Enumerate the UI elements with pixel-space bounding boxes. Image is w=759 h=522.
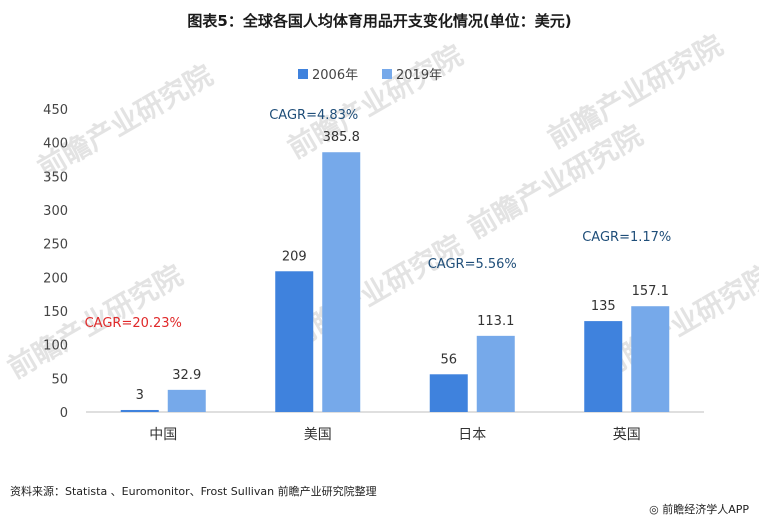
brand-logo-icon: ◎: [649, 503, 659, 516]
bar: [275, 271, 314, 412]
data-label: 113.1: [477, 314, 514, 329]
y-tick-label: 100: [43, 339, 68, 354]
data-label: 385.8: [323, 130, 360, 145]
cagr-annotation: CAGR=20.23%: [85, 316, 182, 331]
x-tick-label: 美国: [304, 427, 332, 443]
y-tick-label: 0: [60, 406, 68, 421]
y-tick-label: 250: [43, 238, 68, 253]
x-tick-label: 中国: [149, 427, 177, 443]
bar: [584, 321, 623, 412]
brand-label: ◎ 前瞻经济学人APP: [649, 501, 749, 517]
cagr-annotation: CAGR=1.17%: [582, 230, 671, 245]
data-label: 209: [282, 249, 307, 264]
legend-label: 2006年: [312, 68, 358, 83]
bar: [322, 152, 361, 412]
cagr-annotation: CAGR=5.56%: [428, 257, 517, 272]
y-tick-label: 150: [43, 305, 68, 320]
bar: [476, 335, 515, 412]
cagr-annotation: CAGR=4.83%: [269, 108, 358, 123]
bar: [429, 374, 468, 412]
bar: [167, 389, 206, 412]
x-tick-label: 英国: [613, 426, 641, 443]
legend-swatch: [382, 69, 392, 79]
y-tick-label: 300: [43, 204, 68, 219]
y-tick-label: 200: [43, 271, 68, 286]
bar: [120, 409, 159, 412]
data-label: 56: [440, 352, 457, 367]
data-label: 32.9: [172, 368, 201, 383]
bar: [631, 306, 670, 412]
y-tick-label: 450: [43, 103, 68, 118]
legend-label: 2019年: [396, 68, 442, 83]
watermark: 前瞻产业研究院: [282, 38, 468, 165]
watermark: 前瞻产业研究院: [32, 58, 218, 185]
y-tick-label: 350: [43, 170, 68, 185]
brand-text: 前瞻经济学人APP: [662, 503, 749, 516]
y-tick-label: 50: [51, 372, 68, 387]
x-tick-label: 日本: [458, 427, 486, 443]
chart-title: 图表5：全球各国人均体育用品开支变化情况(单位：美元): [187, 12, 572, 30]
legend-swatch: [298, 69, 308, 79]
y-tick-label: 400: [43, 137, 68, 152]
data-label: 157.1: [632, 284, 669, 299]
source-note: 资料来源：Statista 、Euromonitor、Frost Sulliva…: [10, 485, 377, 498]
data-label: 3: [136, 388, 144, 403]
data-label: 135: [591, 299, 616, 314]
